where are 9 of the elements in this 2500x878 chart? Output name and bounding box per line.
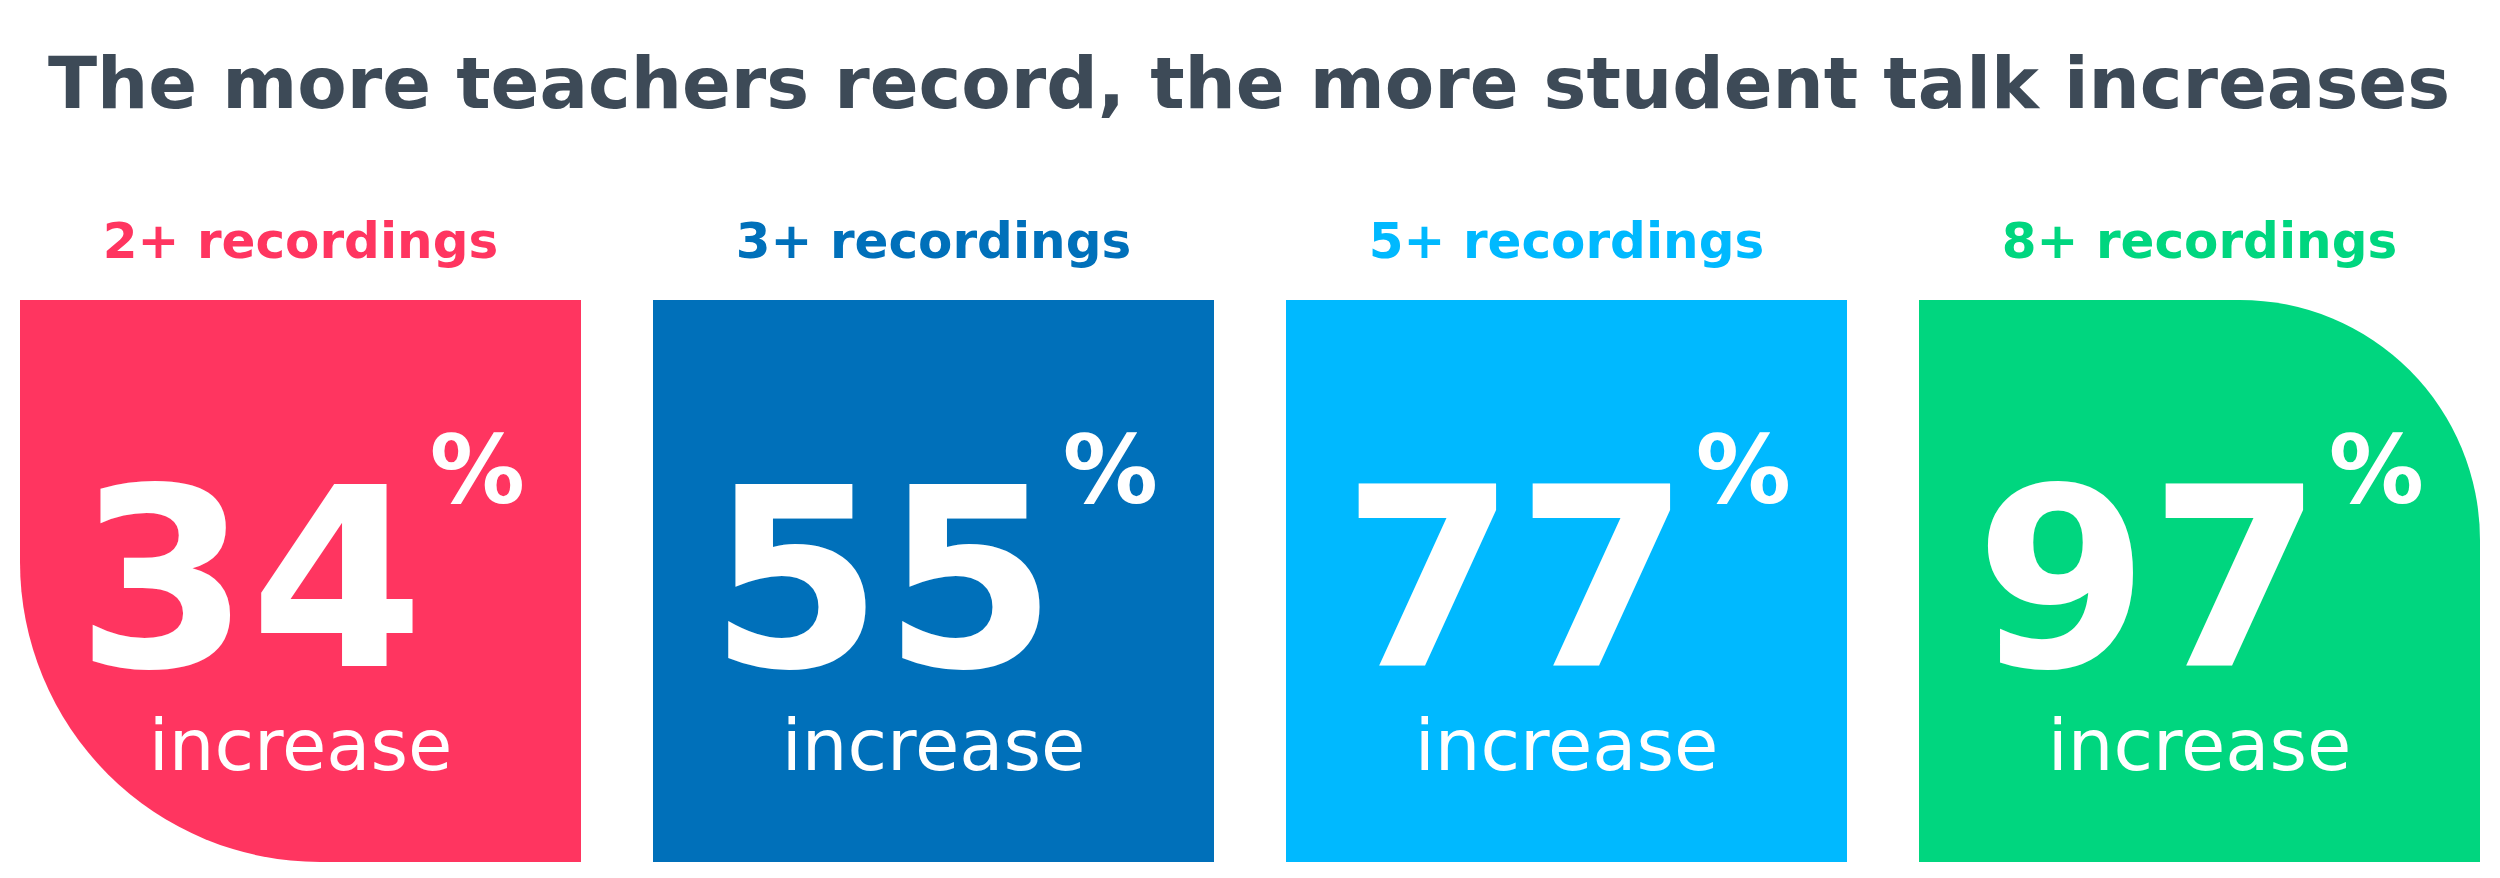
text: The more teachers record, the more student talk increases bbox=[48, 41, 2450, 125]
text: % bbox=[2328, 415, 2425, 525]
category-label: 5+ recordings bbox=[1368, 212, 1765, 270]
text: % bbox=[1062, 415, 1159, 525]
category-label: 3+ recordings bbox=[735, 212, 1132, 270]
text: % bbox=[429, 415, 526, 525]
text: % bbox=[1695, 415, 1792, 525]
category-label: 2+ recordings bbox=[102, 212, 499, 270]
category-label: 8+ recordings bbox=[2001, 212, 2398, 270]
